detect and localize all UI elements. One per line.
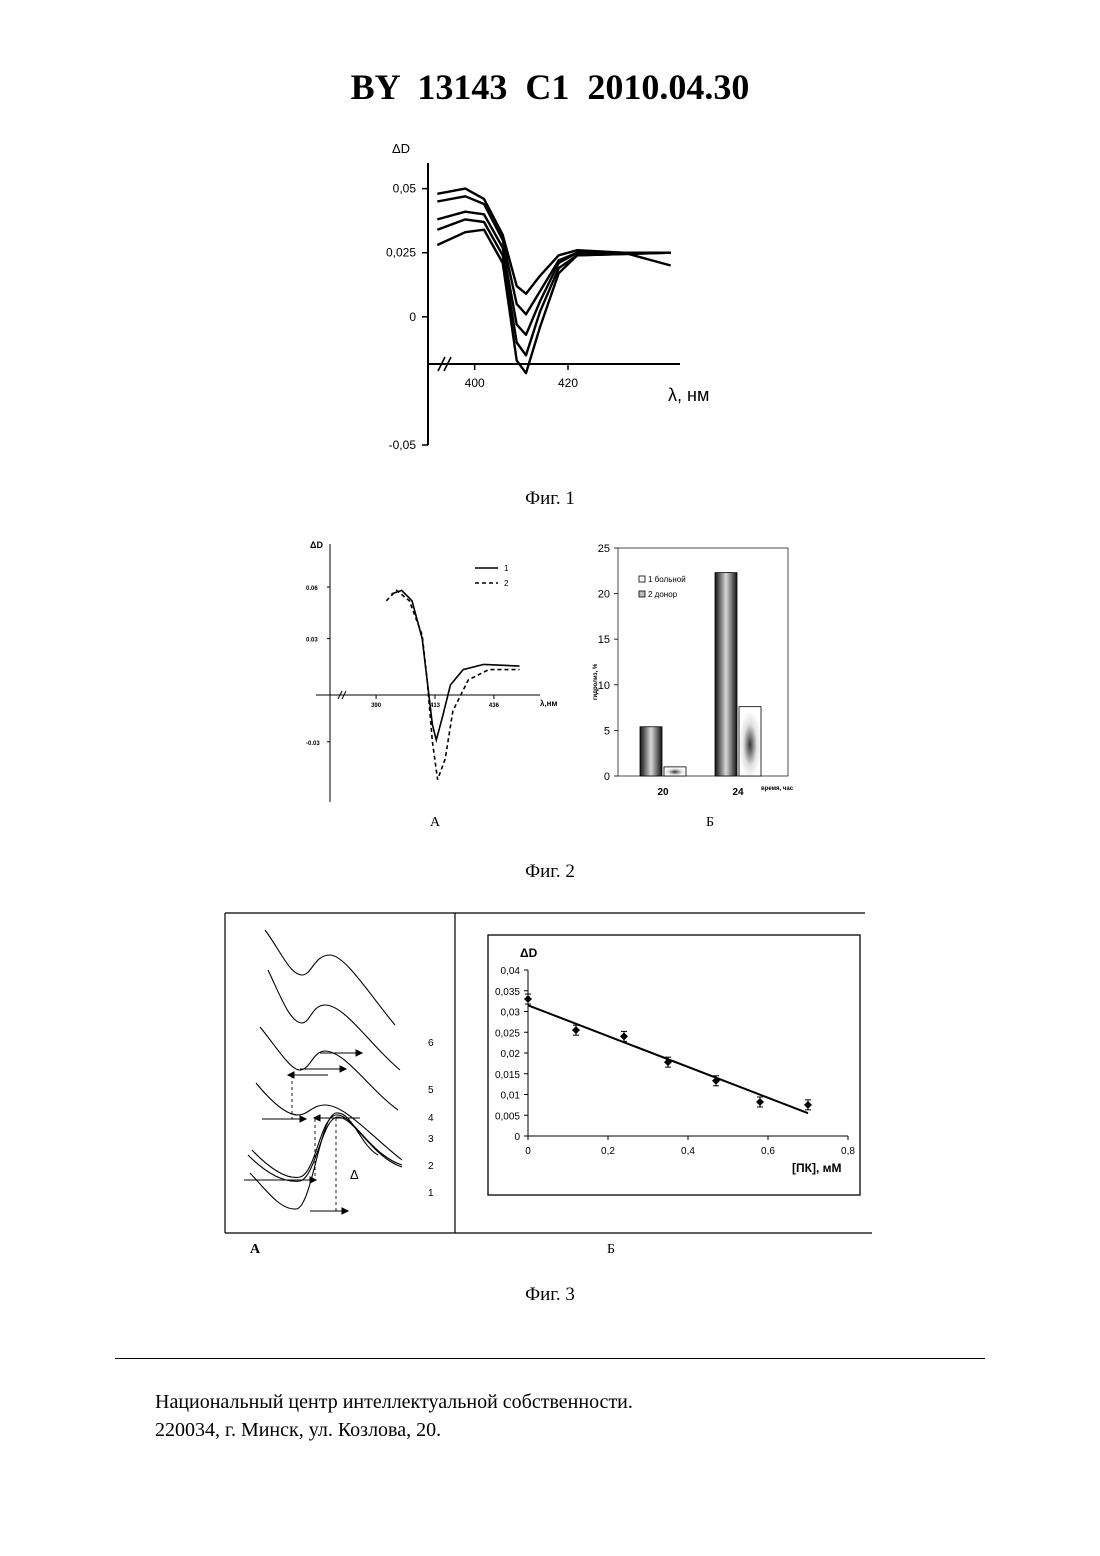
- footer-divider: [115, 1358, 985, 1359]
- fig2a-legend: 1 2: [475, 564, 509, 588]
- fig3b-ytick-label-3: 0,015: [495, 1070, 520, 1081]
- fig2a-legend-1: 1: [504, 564, 509, 573]
- fig3b-point-6: [804, 1101, 812, 1109]
- fig3b-xtick-label-4: 0,8: [841, 1146, 855, 1157]
- fig1-ytick-label-3: -0,05: [389, 438, 417, 452]
- fig2b-legend-2: 2 донор: [648, 590, 678, 599]
- fig1-series-line-5: [437, 230, 670, 374]
- fig3a-curves: [248, 930, 402, 1209]
- fig1-chart: ΔD 0,05 0,025 0 -0,05 400 420 λ, нм: [370, 135, 730, 460]
- fig3b-xtick-label-1: 0,2: [601, 1146, 615, 1157]
- fig2a-ylabel: ΔD: [310, 540, 323, 550]
- fig1-caption: Фиг. 1: [0, 488, 1100, 510]
- fig3b-ytick-label-5: 0,025: [495, 1028, 520, 1039]
- fig3a-curve-5: [268, 970, 400, 1070]
- fig3b-ytick-label-0: 0: [514, 1132, 520, 1143]
- fig2a-xtick-label-2: 436: [489, 703, 500, 709]
- fig2b-chart: 0 5 10 15 20 25 гидролиз, % 1 больной 2 донор…: [583, 540, 803, 830]
- fig3b-xtick-label-0: 0: [525, 1146, 531, 1157]
- fig3b-ylabel: ΔD: [520, 946, 538, 960]
- fig3b-xtick-label-2: 0,4: [681, 1146, 695, 1157]
- fig2b-bar-s1-c2: [715, 573, 737, 776]
- fig2b-cat-0: 20: [657, 787, 669, 798]
- fig2a-xlabel: λ,нм: [540, 699, 558, 708]
- fig3-caption: Фиг. 3: [0, 1284, 1100, 1306]
- fig3a-arrows: [244, 1050, 362, 1214]
- fig3b-point-5: [756, 1098, 764, 1106]
- fig3b-xlabel: [ПК], мМ: [792, 1161, 841, 1175]
- fig2a-chart: ΔD 0.06 0.03 -0.03 390 413 436 1 2 λ,нм: [300, 532, 580, 832]
- fig1-ylabel: ΔD: [392, 141, 410, 156]
- fig3a-label-5: 5: [428, 1085, 434, 1096]
- fig2b-bar-s2-c2: [739, 707, 761, 776]
- fig2a-xtick-label-0: 390: [371, 703, 382, 709]
- fig3-label-b: Б: [607, 1242, 615, 1258]
- fig3b-point-2: [620, 1032, 628, 1040]
- footer-line-2: 220034, г. Минск, ул. Козлова, 20.: [155, 1416, 633, 1444]
- footer: Национальный центр интеллектуальной собс…: [155, 1388, 633, 1444]
- fig2a-ytick-label-0: 0.06: [306, 586, 318, 592]
- fig2a-ytick-label-2: -0.03: [306, 741, 320, 747]
- fig2-label-b: Б: [706, 815, 714, 831]
- fig3a-label-6: 6: [428, 1038, 434, 1049]
- fig1-ytick-label-2: 0: [409, 310, 416, 324]
- fig2-caption: Фиг. 2: [0, 861, 1100, 883]
- fig2b-bar-s1-c1: [640, 727, 662, 776]
- fig3a-dashed-guides: [292, 1075, 336, 1211]
- fig3b-ytick-label-8: 0,04: [501, 966, 521, 977]
- fig3b-xtick-label-3: 0,6: [761, 1146, 775, 1157]
- fig3b-ytick-label-2: 0,01: [501, 1091, 521, 1102]
- fig3b-ytick-label-6: 0,03: [501, 1008, 521, 1019]
- fig3b-ytick-label-7: 0,035: [495, 987, 520, 998]
- fig3-label-a: А: [250, 1242, 260, 1258]
- fig2b-bar-s2-c1: [664, 767, 686, 776]
- fig2a-xtick-label-1: 413: [430, 703, 441, 709]
- fig1-ytick-label-0: 0,05: [393, 182, 417, 196]
- fig2b-ytick-label-4: 20: [598, 589, 610, 601]
- fig3a-label-3: 3: [428, 1134, 434, 1145]
- fig3a-delta: Δ: [350, 1167, 359, 1182]
- fig3a-label-4: 4: [428, 1113, 434, 1124]
- fig1-xlabel: λ, нм: [668, 385, 709, 405]
- fig2b-ytick-label-5: 25: [598, 543, 610, 555]
- footer-line-1: Национальный центр интеллектуальной собс…: [155, 1388, 633, 1416]
- fig2b-ytick-label-2: 10: [598, 680, 610, 692]
- fig2b-legend: 1 больной 2 донор: [639, 575, 686, 599]
- fig2-label-a: А: [430, 815, 440, 831]
- fig2b-cat-1: 24: [732, 787, 744, 798]
- fig2b-ytick-label-0: 0: [604, 771, 610, 783]
- fig1-xtick-label-0: 400: [465, 376, 485, 390]
- fig3-frame: Δ 6 5 4 3 2 1 ΔD 0 0,005 0,01 0,015 0,02 0,02…: [220, 905, 880, 1240]
- fig1-xtick-label-1: 420: [558, 376, 578, 390]
- fig2b-ytick-label-1: 5: [604, 725, 610, 737]
- fig3a-curve-labels: 6 5 4 3 2 1: [428, 1038, 434, 1199]
- fig2b-ylabel: гидролиз, %: [593, 663, 599, 700]
- fig2a-series-line-1: [392, 590, 520, 740]
- document-header: BY 13143 C1 2010.04.30: [0, 66, 1100, 108]
- fig3b-point-1: [572, 1026, 580, 1034]
- fig1-ytick-label-1: 0,025: [386, 246, 416, 260]
- fig3b-chart-border: [488, 935, 860, 1195]
- fig2a-series-line-2: [386, 590, 519, 779]
- fig2b-xlabel: время, час: [761, 786, 794, 792]
- fig2b-legend-1: 1 больной: [648, 575, 686, 584]
- fig2b-ytick-label-3: 15: [598, 634, 610, 646]
- fig3b-ytick-label-1: 0,005: [495, 1111, 520, 1122]
- fig2a-legend-2: 2: [504, 579, 509, 588]
- fig3b-ytick-label-4: 0,02: [501, 1049, 521, 1060]
- fig2a-ytick-label-1: 0.03: [306, 638, 318, 644]
- fig3b-point-0: [524, 995, 532, 1003]
- fig3a-label-1: 1: [428, 1188, 434, 1199]
- fig3a-label-2: 2: [428, 1161, 434, 1172]
- fig3a-curve-6: [265, 930, 395, 1025]
